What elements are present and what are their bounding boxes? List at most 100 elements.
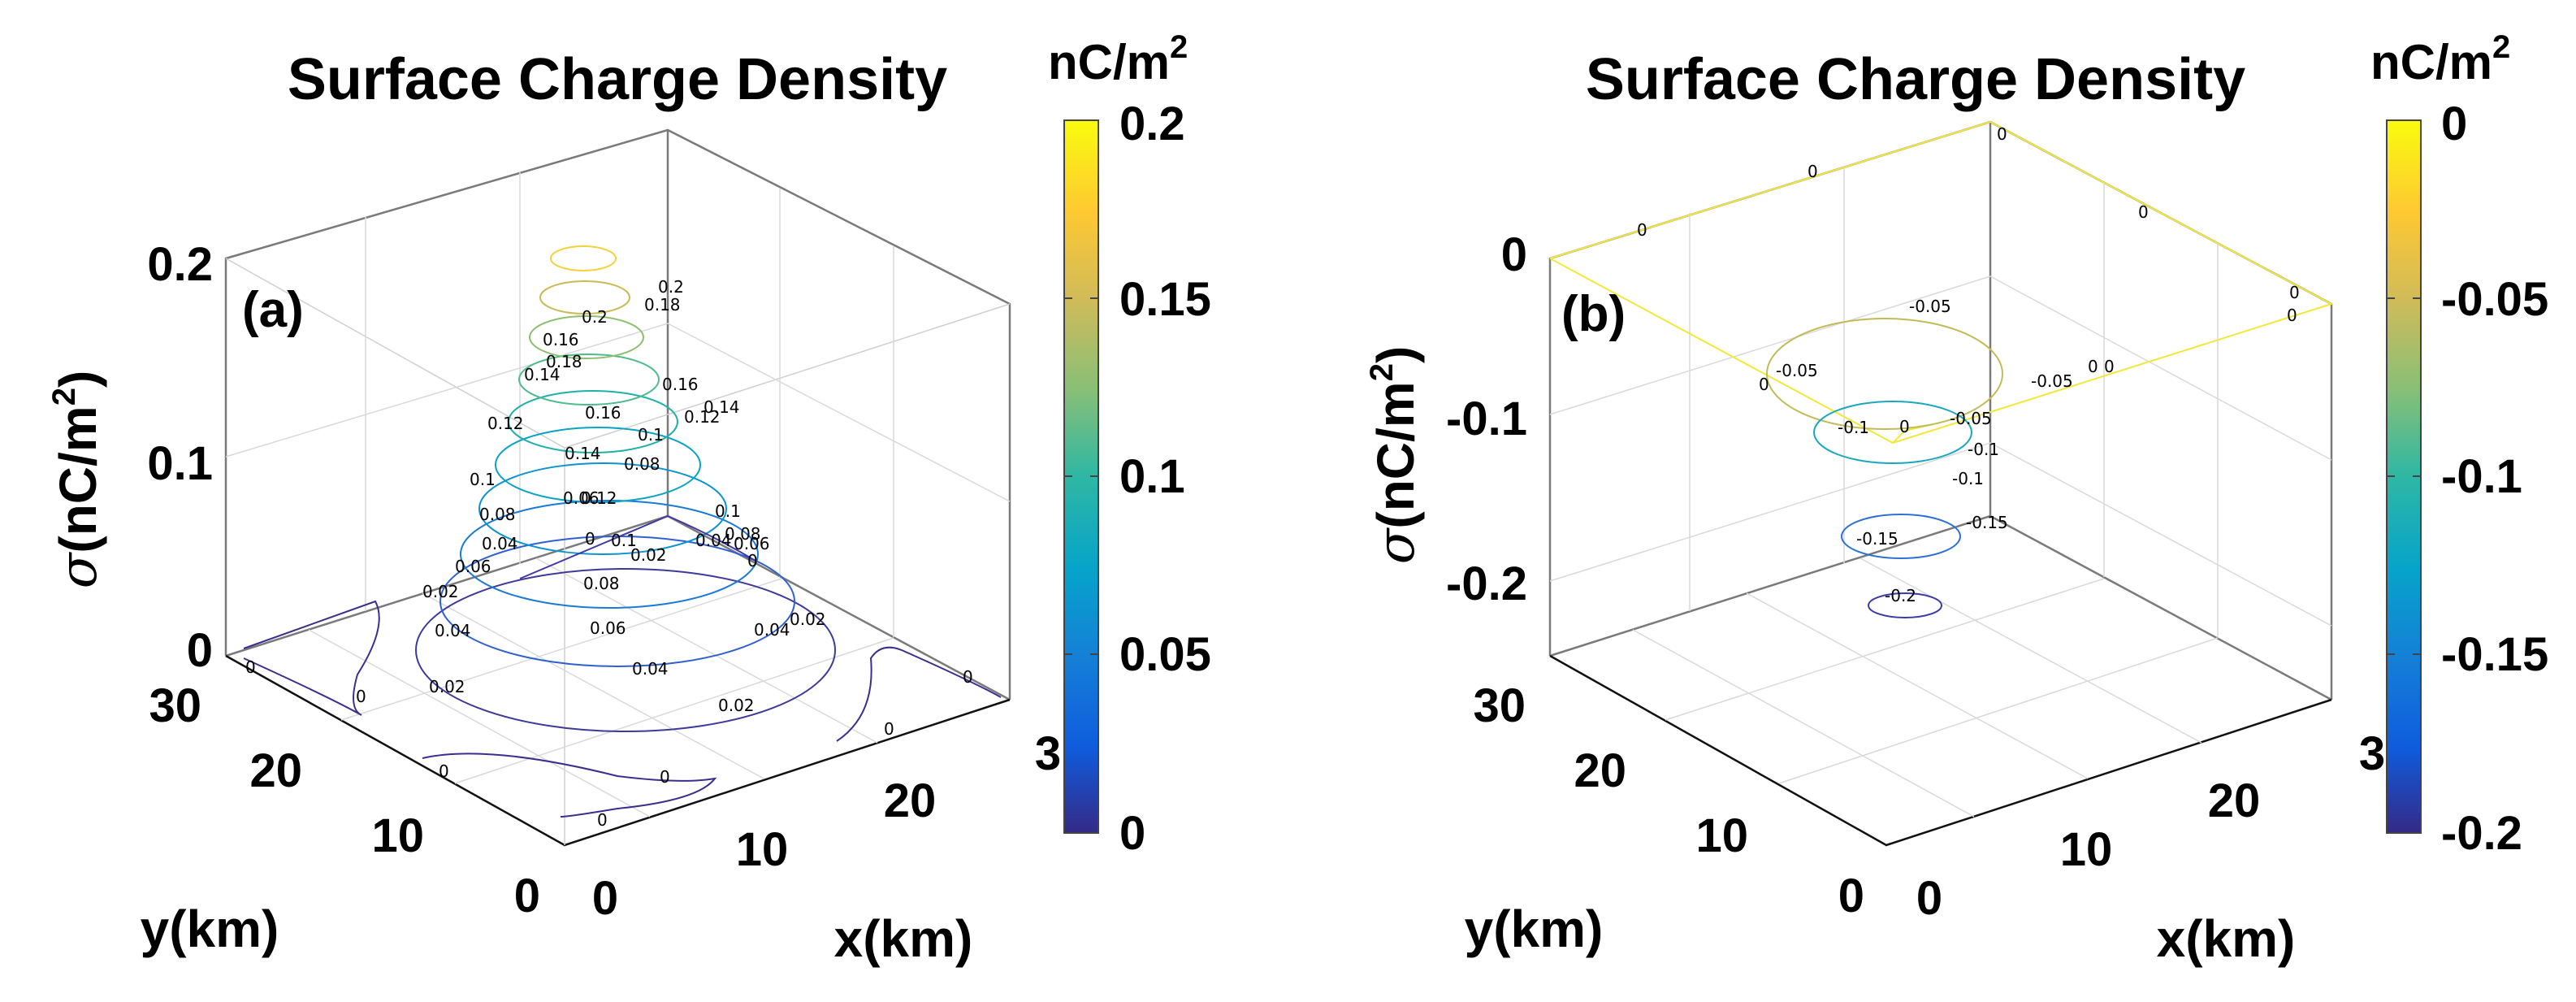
title-a: Surface Charge Density <box>288 47 947 112</box>
contour-label: 0.02 <box>790 609 826 629</box>
contour-0.04 <box>439 536 795 667</box>
contour-label: 0.06 <box>455 557 491 576</box>
z-tick-b: 0 <box>1501 228 1527 281</box>
contour-label: 0.08 <box>583 574 620 593</box>
colorbar-tick-b: -0.05 <box>2441 273 2548 326</box>
contour-label: -0.1 <box>1952 469 1984 488</box>
x-tick-a: 3 <box>1035 727 1061 780</box>
contour-label: -0.05 <box>1776 361 1818 380</box>
contour-label: 0.06 <box>590 618 626 638</box>
contour-label: 0.04 <box>482 534 518 553</box>
contour-label: -0.05 <box>1909 297 1951 316</box>
y-label-b: y(km) <box>1465 900 1604 958</box>
colorbar-tick-b: 0 <box>2441 98 2467 150</box>
contour-label: 0.02 <box>630 545 667 565</box>
x-tick-b: 20 <box>2208 774 2261 827</box>
x-tick-a: 20 <box>884 774 937 827</box>
contour--0.1 <box>1813 401 1972 464</box>
contour-label: 0.04 <box>695 531 732 550</box>
contour-label: 0 <box>2138 202 2149 222</box>
panel-label-a: (a) <box>242 282 304 338</box>
contour-label: 0.16 <box>585 403 621 423</box>
z-label-b: σ(nC/m2) <box>1364 346 1427 565</box>
contour-label: 0 <box>585 529 595 549</box>
contour-label: -0.2 <box>1885 586 1916 605</box>
z-tick-a: 0.2 <box>147 238 213 291</box>
x-tick-b: 10 <box>2060 823 2113 876</box>
contours-b <box>1549 120 2334 618</box>
contour--0.2 <box>1868 592 1942 618</box>
contour-label: 0 <box>660 767 670 787</box>
colorbar-tick-b: -0.2 <box>2441 807 2522 860</box>
z-label-a: σ(nC/m2) <box>46 371 109 589</box>
colorbar-tick-a: 0.2 <box>1119 98 1185 150</box>
contour-label: 0.2 <box>582 307 608 327</box>
contour-0.08 <box>478 462 727 555</box>
contour-label: 0 <box>1808 162 1818 181</box>
contour-label: -0.1 <box>1838 418 1869 437</box>
colorbar-tick-a: 0.05 <box>1119 628 1211 681</box>
x-label-a: x(km) <box>834 909 973 968</box>
contour-label: 0.04 <box>754 620 790 640</box>
contour-label: 0.14 <box>565 444 601 463</box>
contour-label: 0 <box>1997 124 2007 144</box>
contour-label: 0 <box>439 761 449 781</box>
contour-label: 0 <box>747 551 758 570</box>
y-tick-a: 30 <box>149 679 201 732</box>
contour-label: 0.08 <box>624 454 660 474</box>
contour-0 <box>1549 120 2334 445</box>
contour-label: 0 <box>2104 357 2115 376</box>
contour-label: 0.18 <box>644 295 681 314</box>
contour-label: -0.15 <box>1966 513 2008 532</box>
contour-label: 0 <box>1759 375 1769 394</box>
contour-0 <box>519 514 756 579</box>
contour-label: 0.14 <box>524 365 561 384</box>
contour-0 <box>422 753 717 818</box>
x-label-b: x(km) <box>2157 909 2296 968</box>
contour-label: 0 <box>1637 220 1647 240</box>
contour-label: 0.06 <box>734 534 770 553</box>
x-tick-a: 0 <box>592 872 618 925</box>
panel-b: Surface Charge Density 0 -0.1 -0.2 30 20 <box>1364 29 2548 968</box>
contours-a <box>243 245 1002 818</box>
contour-label: 0 <box>2088 357 2098 376</box>
colorbar-tick-a: 0.1 <box>1119 450 1185 503</box>
contour-label: 0.18 <box>546 352 582 371</box>
y-tick-a: 10 <box>371 809 424 862</box>
contour-label: -0.1 <box>1968 440 1999 459</box>
contour-label: 0 <box>2287 306 2297 325</box>
y-tick-b: 20 <box>1574 744 1626 797</box>
y-label-a: y(km) <box>141 900 279 958</box>
svg-text:nC/m2: nC/m2 <box>2370 29 2510 89</box>
contour-labels-b: 0 0 0 0 0 0 0 0 -0.05 -0.05 -0.05 0 -0.0… <box>1637 124 2300 605</box>
grid-b <box>1549 167 2332 818</box>
contour-0.06 <box>460 500 759 609</box>
colorbar-tick-a: 0 <box>1119 807 1145 860</box>
contour-0.18 <box>539 280 630 314</box>
contour-label: 0.04 <box>632 659 669 679</box>
contour-label: 0.04 <box>435 621 471 640</box>
contour-label: 0.08 <box>479 505 516 524</box>
z-tick-b: -0.2 <box>1446 557 1527 610</box>
x-tick-b: 3 <box>2359 727 2385 780</box>
contour-label: 0.12 <box>581 488 617 508</box>
contour-label: 0.02 <box>422 582 459 601</box>
colorbar-tick-b: -0.1 <box>2441 450 2522 503</box>
y-tick-b: 0 <box>1838 870 1864 922</box>
contour-label: 0 <box>963 667 973 687</box>
contour--0.05 <box>1766 318 2003 430</box>
contour-labels-a: 0.2 0.2 0.18 0.16 0.18 0.14 0.16 0.14 0.… <box>245 277 973 830</box>
z-tick-b: -0.1 <box>1446 393 1527 445</box>
axes-box-b <box>1548 120 2333 847</box>
contour-label: 0.12 <box>487 414 524 433</box>
contour-0.16 <box>529 315 644 359</box>
contour-label: 0 <box>2289 283 2300 302</box>
colorbar-tick-a: 0.15 <box>1119 273 1211 326</box>
contour-label: 0 <box>356 687 366 706</box>
contour-0.2 <box>550 245 617 271</box>
contour-label: -0.15 <box>1856 529 1898 549</box>
contour-label: 0 <box>884 719 894 739</box>
panel-a: Surface Charge Density 0.2 0.1 0 30 <box>46 29 1211 968</box>
contour-label: 0 <box>1899 417 1910 436</box>
